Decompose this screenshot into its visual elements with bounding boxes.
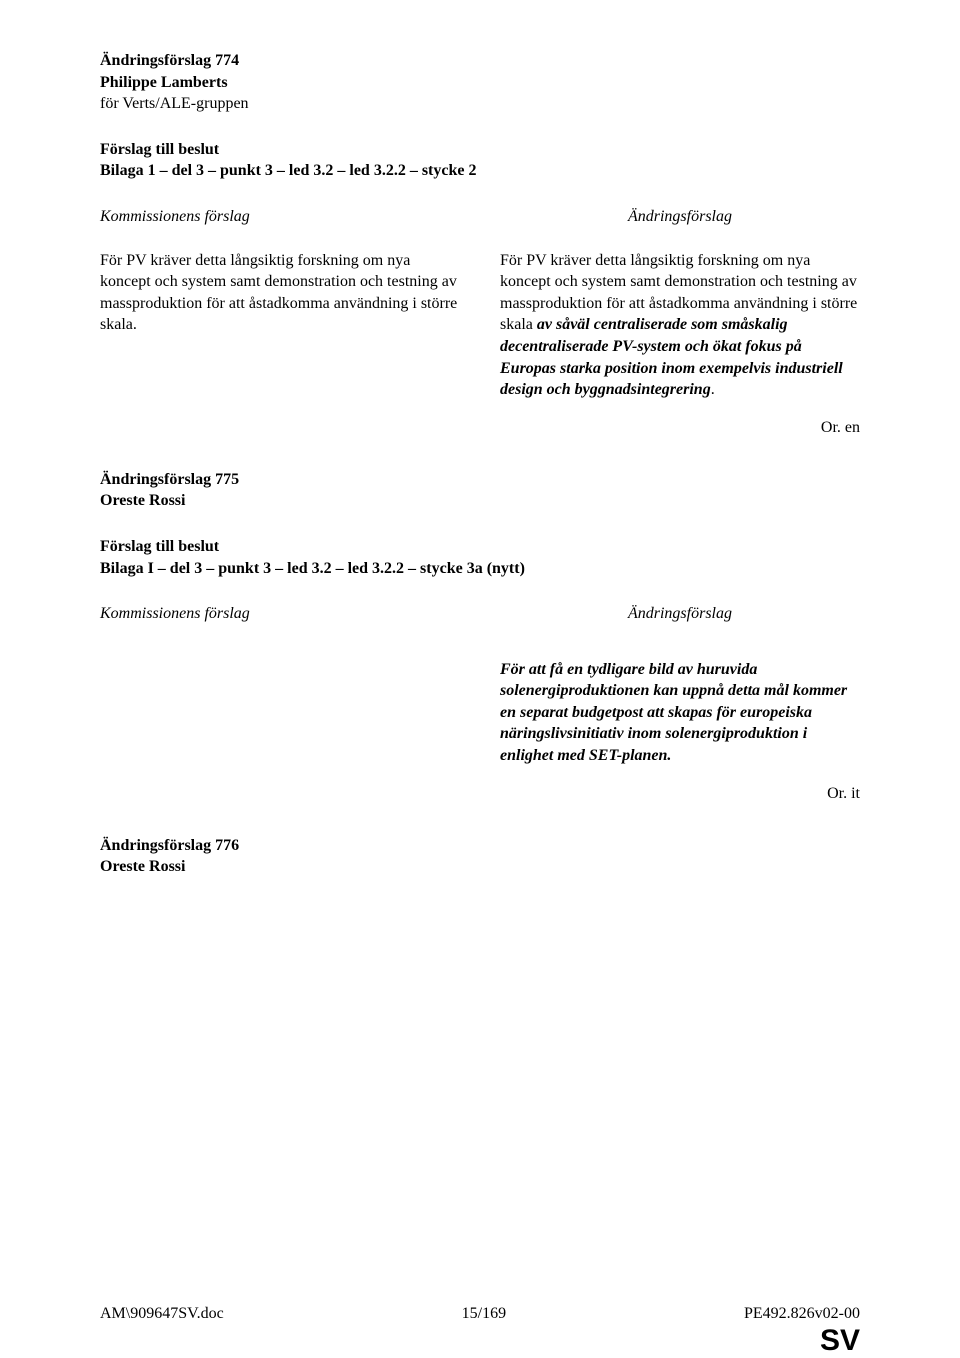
original-language-774: Or. en	[100, 419, 860, 437]
proposal-reference-774: Förslag till beslut Bilaga 1 – del 3 – p…	[100, 139, 860, 182]
amendment-776-heading: Ändringsförslag 776 Oreste Rossi	[100, 835, 860, 878]
left-column: Kommissionens förslag	[100, 603, 460, 647]
proposal-label: Förslag till beslut	[100, 141, 219, 158]
amendment-775-heading: Ändringsförslag 775 Oreste Rossi	[100, 469, 860, 512]
proposal-label: Förslag till beslut	[100, 538, 219, 555]
amendment-author: Philippe Lamberts	[100, 74, 228, 91]
right-body: För PV kräver detta långsiktig forskning…	[500, 250, 860, 401]
left-header: Kommissionens förslag	[100, 603, 460, 625]
amendment-title: Ändringsförslag 776	[100, 837, 239, 854]
comparison-table-774: Kommissionens förslag För PV kräver dett…	[100, 206, 860, 401]
amendment-774: Ändringsförslag 774 Philippe Lamberts fö…	[100, 50, 860, 437]
left-column: Kommissionens förslag För PV kräver dett…	[100, 206, 460, 401]
left-header: Kommissionens förslag	[100, 206, 460, 228]
amendment-author: Oreste Rossi	[100, 492, 185, 509]
proposal-ref: Bilaga I – del 3 – punkt 3 – led 3.2 – l…	[100, 560, 525, 577]
right-header: Ändringsförslag	[500, 603, 860, 625]
footer-doc-ref: AM\909647SV.doc	[100, 1305, 224, 1323]
amendment-author: Oreste Rossi	[100, 858, 185, 875]
amendment-776: Ändringsförslag 776 Oreste Rossi	[100, 835, 860, 878]
amendment-group: för Verts/ALE-gruppen	[100, 95, 249, 112]
footer-pe-ref: PE492.826v02-00	[744, 1305, 860, 1323]
footer-page-number: 15/169	[462, 1305, 506, 1323]
comparison-headers-775: Kommissionens förslag Ändringsförslag	[100, 603, 860, 647]
amendment-775: Ändringsförslag 775 Oreste Rossi Förslag…	[100, 469, 860, 803]
right-header: Ändringsförslag	[500, 206, 860, 228]
right-column: Ändringsförslag	[500, 603, 860, 647]
page-footer: AM\909647SV.doc 15/169 PE492.826v02-00	[100, 1305, 860, 1323]
proposal-ref: Bilaga 1 – del 3 – punkt 3 – led 3.2 – l…	[100, 162, 476, 179]
amendment-title: Ändringsförslag 774	[100, 52, 239, 69]
left-body: För PV kräver detta långsiktig forskning…	[100, 250, 460, 336]
right-column: Ändringsförslag För PV kräver detta lång…	[500, 206, 860, 401]
amendment-774-heading: Ändringsförslag 774 Philippe Lamberts fö…	[100, 50, 860, 115]
right-body-775: För att få en tydligare bild av huruvida…	[500, 659, 860, 767]
original-language-775: Or. it	[100, 785, 860, 803]
amendment-title: Ändringsförslag 775	[100, 471, 239, 488]
proposal-reference-775: Förslag till beslut Bilaga I – del 3 – p…	[100, 536, 860, 579]
